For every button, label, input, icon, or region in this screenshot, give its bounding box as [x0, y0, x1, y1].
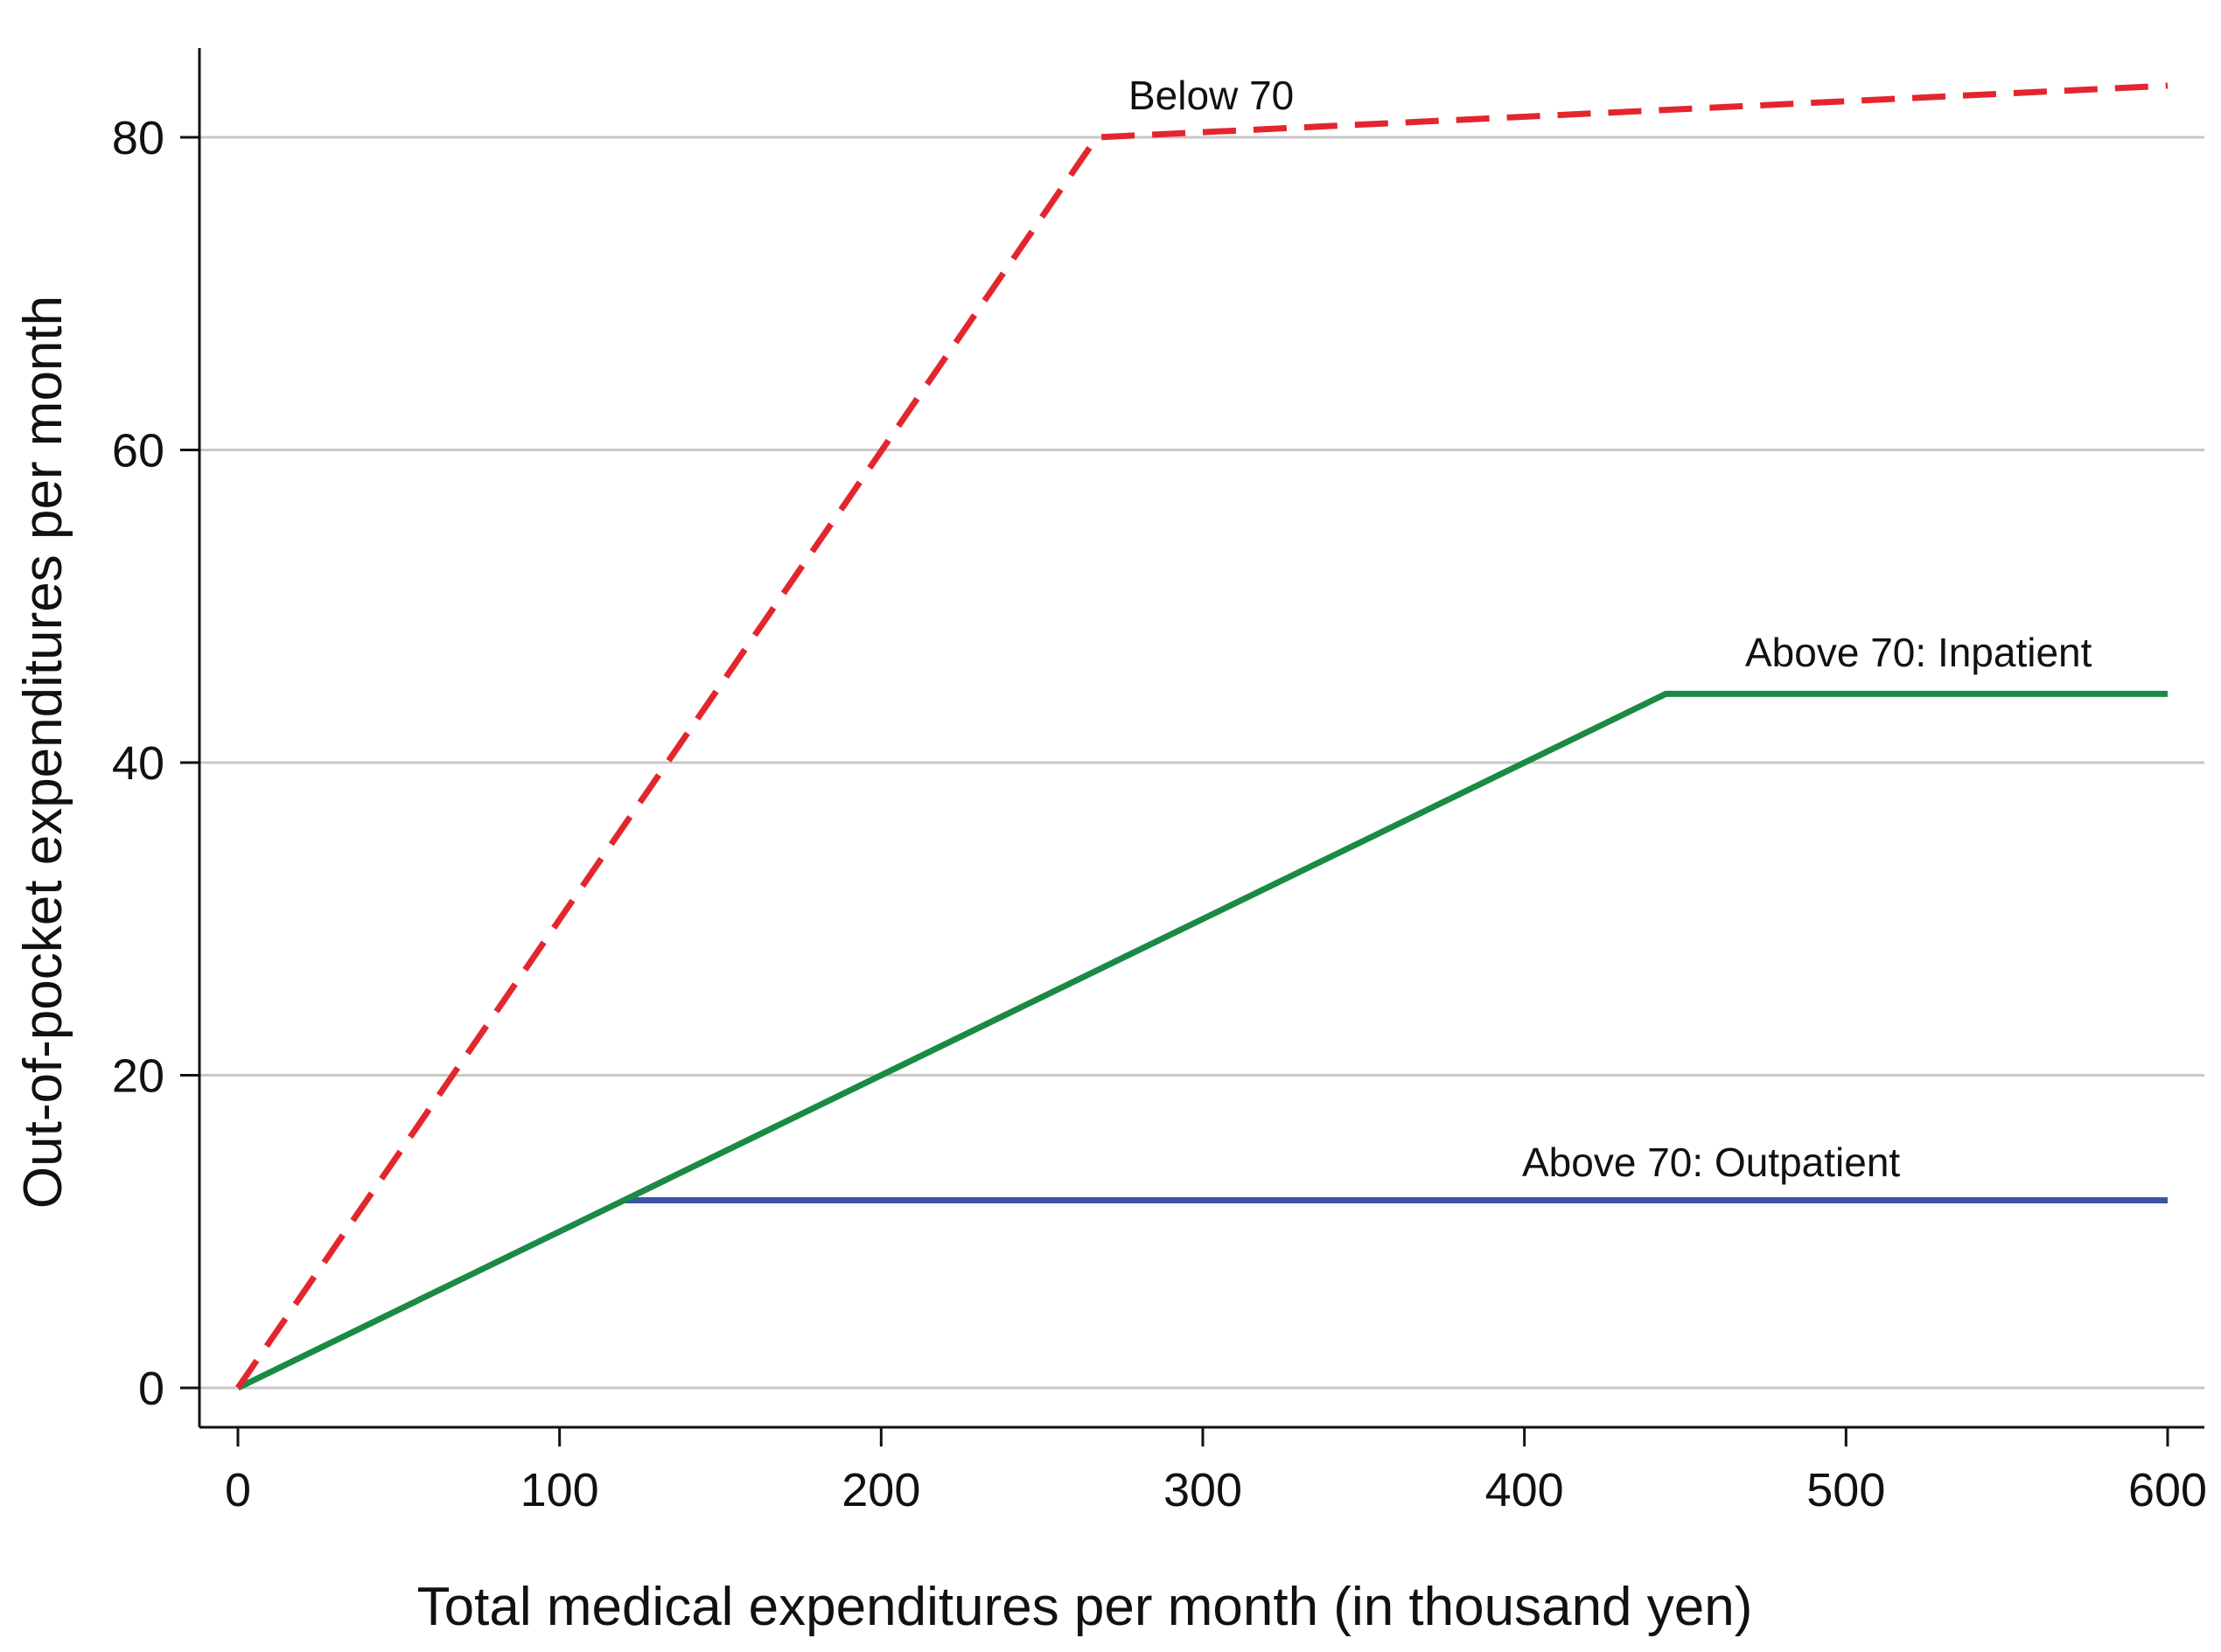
y-tick-label: 20	[112, 1050, 164, 1103]
y-tick-label: 0	[138, 1363, 164, 1415]
y-tick-label: 40	[112, 737, 164, 790]
x-tick-label: 100	[520, 1464, 599, 1516]
series-line-above-70-inpatient	[236, 690, 2168, 1391]
y-tick-label: 60	[112, 425, 164, 477]
series-label-above-70-outpatient: Above 70: Outpatient	[1522, 1140, 1900, 1185]
x-tick-label: 200	[842, 1464, 920, 1516]
series-line-below-70	[235, 82, 2169, 1390]
x-tick-label: 500	[1806, 1464, 1885, 1516]
gridlines	[199, 136, 2204, 1390]
x-tick-label: 300	[1163, 1464, 1242, 1516]
series-label-above-70-inpatient: Above 70: Inpatient	[1745, 630, 2092, 675]
x-tick-label: 600	[2128, 1464, 2207, 1516]
axes: 0 20 40 60 80 0 100 200 300 400 500 600	[112, 48, 2207, 1516]
y-axis-title: Out-of-pocket expenditures per month	[13, 296, 73, 1209]
y-tick-label: 80	[112, 112, 164, 164]
x-tick-label: 400	[1485, 1464, 1564, 1516]
x-axis-title: Total medical expenditures per month (in…	[417, 1577, 1753, 1637]
series-label-below-70: Below 70	[1128, 73, 1294, 118]
series-lines	[235, 82, 2169, 1391]
series-labels: Below 70 Above 70: Inpatient Above 70: Out…	[1128, 73, 2092, 1185]
x-tick-label: 0	[225, 1464, 251, 1516]
